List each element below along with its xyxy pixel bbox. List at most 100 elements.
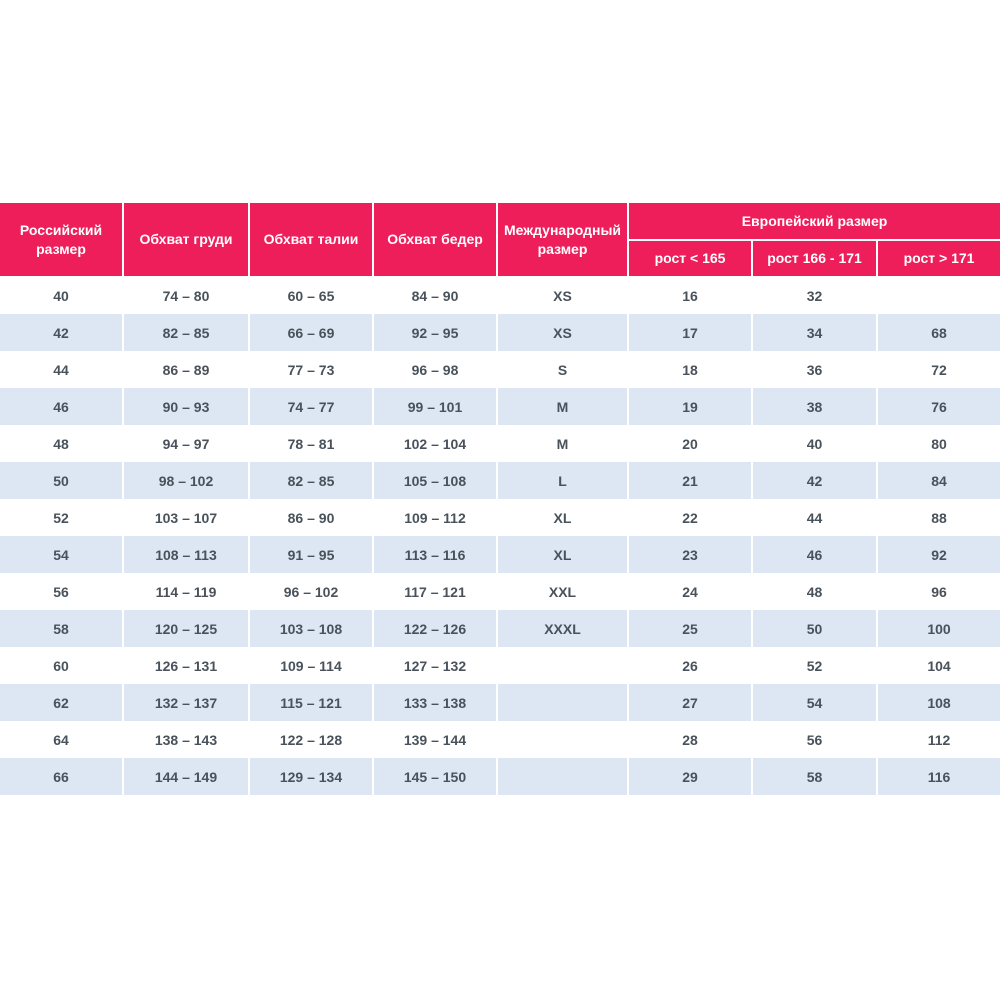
table-cell: S — [496, 351, 629, 388]
table-cell: 108 – 113 — [122, 536, 250, 573]
table-cell: 21 — [627, 462, 753, 499]
header-hips: Обхват бедер — [372, 203, 498, 278]
table-cell: 56 — [0, 573, 124, 610]
table-cell — [496, 647, 629, 684]
table-row: 50 98 – 102 82 – 85 105 – 108 L 21 42 84 — [0, 462, 1000, 499]
table-cell: 80 — [875, 425, 1000, 462]
table-cell: 129 – 134 — [248, 758, 374, 795]
table-cell: 18 — [627, 351, 753, 388]
table-cell — [875, 277, 1000, 314]
table-cell: 84 — [875, 462, 1000, 499]
table-cell: 92 — [875, 536, 1000, 573]
table-cell: M — [496, 425, 629, 462]
table-cell: 74 – 80 — [122, 277, 250, 314]
table-cell: 96 – 102 — [248, 573, 374, 610]
size-chart-table: Российский размер Обхват груди Обхват та… — [0, 203, 1000, 795]
table-cell: 94 – 97 — [122, 425, 250, 462]
table-cell: 116 — [875, 758, 1000, 795]
table-cell: 27 — [627, 684, 753, 721]
table-cell: 109 – 112 — [372, 499, 498, 536]
table-row: 66 144 – 149 129 – 134 145 – 150 29 58 116 — [0, 758, 1000, 795]
table-cell: XS — [496, 314, 629, 351]
table-cell: 50 — [0, 462, 124, 499]
table-row: 52 103 – 107 86 – 90 109 – 112 XL 22 44 88 — [0, 499, 1000, 536]
table-cell: 126 – 131 — [122, 647, 250, 684]
table-cell: 58 — [751, 758, 878, 795]
table-row: 42 82 – 85 66 – 69 92 – 95 XS 17 34 68 — [0, 314, 1000, 351]
table-row: 60 126 – 131 109 – 114 127 – 132 26 52 104 — [0, 647, 1000, 684]
table-cell: 86 – 89 — [122, 351, 250, 388]
header-height-over-171: рост > 171 — [875, 239, 1000, 278]
table-cell: 112 — [875, 721, 1000, 758]
table-cell: 23 — [627, 536, 753, 573]
table-row: 56 114 – 119 96 – 102 117 – 121 XXL 24 48 96 — [0, 573, 1000, 610]
table-cell: 56 — [751, 721, 878, 758]
table-cell: 44 — [0, 351, 124, 388]
table-cell: 86 – 90 — [248, 499, 374, 536]
table-row: 54 108 – 113 91 – 95 113 – 116 XL 23 46 92 — [0, 536, 1000, 573]
table-cell: 103 – 107 — [122, 499, 250, 536]
table-cell: 114 – 119 — [122, 573, 250, 610]
table-cell: 88 — [875, 499, 1000, 536]
table-cell: XXXL — [496, 610, 629, 647]
table-cell: 104 — [875, 647, 1000, 684]
table-cell: 132 – 137 — [122, 684, 250, 721]
table-cell: 25 — [627, 610, 753, 647]
table-cell: 144 – 149 — [122, 758, 250, 795]
header-row-main: Российский размер Обхват груди Обхват та… — [0, 203, 1000, 278]
table-cell: 122 – 126 — [372, 610, 498, 647]
header-european-size: Европейский размер — [626, 203, 1000, 241]
table-cell — [496, 684, 629, 721]
table-cell: 60 – 65 — [248, 277, 374, 314]
table-cell: 54 — [0, 536, 124, 573]
table-cell: 50 — [751, 610, 878, 647]
table-cell: 46 — [0, 388, 124, 425]
table-cell: 24 — [627, 573, 753, 610]
table-cell: 62 — [0, 684, 124, 721]
table-cell: 17 — [627, 314, 753, 351]
table-body: 40 74 – 80 60 – 65 84 – 90 XS 16 32 42 82 – 85 66… — [0, 277, 1000, 795]
table-cell: 40 — [0, 277, 124, 314]
table-cell: 109 – 114 — [248, 647, 374, 684]
table-row: 46 90 – 93 74 – 77 99 – 101 M 19 38 76 — [0, 388, 1000, 425]
table-cell: 103 – 108 — [248, 610, 374, 647]
table-cell: 102 – 104 — [372, 425, 498, 462]
table-cell: 76 — [875, 388, 1000, 425]
table-cell: 40 — [751, 425, 878, 462]
table-cell: 54 — [751, 684, 878, 721]
table-cell: 98 – 102 — [122, 462, 250, 499]
table-cell: 108 — [875, 684, 1000, 721]
table-cell: 52 — [0, 499, 124, 536]
table-cell: 122 – 128 — [248, 721, 374, 758]
header-international-size: Международный размер — [496, 203, 629, 278]
table-cell: 105 – 108 — [372, 462, 498, 499]
table-cell: 42 — [751, 462, 878, 499]
table-cell: 66 – 69 — [248, 314, 374, 351]
table-cell: 52 — [751, 647, 878, 684]
table-cell — [496, 758, 629, 795]
table-cell: 16 — [627, 277, 753, 314]
table-cell: 46 — [751, 536, 878, 573]
table-cell: 29 — [627, 758, 753, 795]
table-cell: 26 — [627, 647, 753, 684]
table-cell: 38 — [751, 388, 878, 425]
table-cell: 78 – 81 — [248, 425, 374, 462]
table-cell: 34 — [751, 314, 878, 351]
header-chest: Обхват груди — [122, 203, 250, 278]
table-cell: 64 — [0, 721, 124, 758]
table-cell: 115 – 121 — [248, 684, 374, 721]
table-row: 48 94 – 97 78 – 81 102 – 104 M 20 40 80 — [0, 425, 1000, 462]
table-cell: 82 – 85 — [122, 314, 250, 351]
table-cell: XL — [496, 536, 629, 573]
table-cell: 117 – 121 — [372, 573, 498, 610]
table-cell: 145 – 150 — [372, 758, 498, 795]
table-cell: 96 – 98 — [372, 351, 498, 388]
table-cell: XXL — [496, 573, 629, 610]
table-cell: L — [496, 462, 629, 499]
table-cell: 58 — [0, 610, 124, 647]
table-cell: 90 – 93 — [122, 388, 250, 425]
table-row: 62 132 – 137 115 – 121 133 – 138 27 54 108 — [0, 684, 1000, 721]
table-cell: 48 — [0, 425, 124, 462]
table-cell: 60 — [0, 647, 124, 684]
